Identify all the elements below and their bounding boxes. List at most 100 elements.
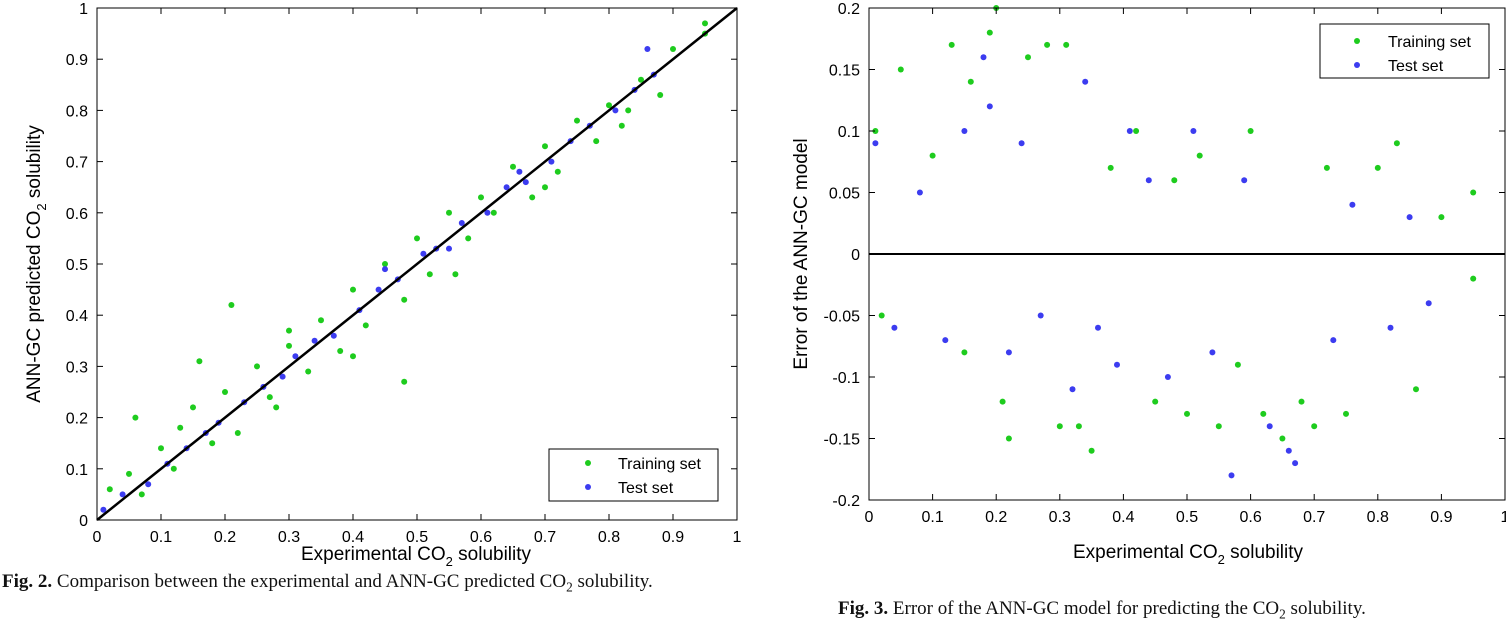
chart-1-training-point <box>132 414 139 421</box>
figure-3-caption-text: Error of the ANN-GC model for predicting… <box>892 598 1280 619</box>
chart-1-x-tick-label: 0.7 <box>534 529 556 546</box>
chart-2-training-point <box>1056 423 1063 430</box>
chart-1-test-point <box>484 209 491 216</box>
chart-1-x-tick-label: 0.4 <box>342 529 364 546</box>
chart-2-training-point <box>1133 128 1140 134</box>
chart-2-test-point <box>1285 447 1292 454</box>
chart-2-test-point <box>1228 472 1235 479</box>
chart-1-training-point <box>414 235 420 242</box>
chart-2-training-point <box>986 29 993 36</box>
chart-1-training-point <box>670 46 676 52</box>
chart-1-training-point <box>593 138 600 145</box>
chart-1-y-axis-label: ANN-GC predicted CO2 solubility <box>24 125 49 403</box>
chart-1-training-point <box>426 271 433 278</box>
chart-2-x-tick-label: 0.3 <box>1049 509 1071 526</box>
chart-1-training-point <box>362 322 369 329</box>
chart-2-training-point <box>1374 164 1381 171</box>
chart-2-training-point <box>999 398 1006 405</box>
chart-1-test-point <box>100 506 107 513</box>
chart-1-y-tick-label: 0.6 <box>66 206 88 223</box>
chart-1-training-point <box>625 107 632 114</box>
chart-1-training-point <box>126 470 132 477</box>
chart-1-y-tick-label: 0.5 <box>66 257 88 274</box>
chart-1-x-tick-label: 0.2 <box>214 529 236 546</box>
chart-2-test-point <box>1114 361 1120 368</box>
chart-2-test-point <box>1425 300 1432 307</box>
chart-1-test-point <box>311 337 318 344</box>
chart-2-training-point <box>872 128 879 134</box>
chart-2-x-tick-label: 0.2 <box>985 509 1007 526</box>
chart-1-x-ticks: 0 0.1 0.2 0.3 0.4 0.5 0.6 0.7 0.8 0.9 1 <box>93 8 742 546</box>
chart-1-training-point <box>446 209 452 216</box>
chart-1-test-point <box>548 158 555 165</box>
chart-1-training-point <box>337 348 344 354</box>
chart-1-training-point <box>286 327 292 334</box>
chart-2-training-point <box>1215 423 1222 430</box>
chart-1-training-point <box>273 404 280 411</box>
chart-1-training-point <box>305 368 312 375</box>
chart-2-training-point <box>1413 386 1419 393</box>
chart-1-training-point <box>510 163 516 170</box>
chart-2-training-point <box>929 152 936 159</box>
chart-2-y-tick-label: -0.05 <box>824 309 861 326</box>
chart-2-legend-test-marker <box>1354 62 1360 68</box>
chart-1-training-point <box>170 465 177 472</box>
chart-1-legend-training-label: Training set <box>618 456 702 473</box>
chart-2-legend-test-label: Test set <box>1388 58 1444 75</box>
chart-1-training-point <box>254 363 260 370</box>
chart-2-test-point <box>1095 324 1101 331</box>
chart-2-training-point <box>1107 164 1114 171</box>
chart-1-y-tick-label: 0.4 <box>66 308 88 325</box>
chart-1-training-point <box>574 117 580 124</box>
chart-1-x-tick-label: 0.6 <box>470 529 492 546</box>
figure-3-caption-tail: solubility. <box>1285 598 1366 619</box>
chart-2-x-tick-label: 0.8 <box>1367 509 1389 526</box>
chart-2-legend-box <box>1319 23 1490 79</box>
figure-3-caption: Fig. 3. Error of the ANN-GC model for pr… <box>838 598 1498 621</box>
chart-2-x-tick-label: 0.9 <box>1430 509 1452 526</box>
chart-1-training-point <box>286 342 292 349</box>
chart-1-test-point <box>516 168 523 175</box>
chart-1-legend: Training set Test set <box>548 448 719 502</box>
chart-1-y-tick-label: 0.2 <box>66 411 88 428</box>
chart-1-training-point <box>465 235 472 242</box>
chart-1-test-point <box>644 46 651 52</box>
chart-2-x-tick-label: 0 <box>865 509 874 526</box>
chart-2-x-tick-label: 0.4 <box>1112 509 1134 526</box>
figure-2-caption: Fig. 2. Comparison between the experimen… <box>2 571 760 594</box>
chart-1-test-point <box>612 107 619 114</box>
figure-2-caption-tail: solubility. <box>572 571 653 592</box>
chart-2-training-point <box>1184 410 1190 417</box>
chart-2-test-point <box>1037 312 1044 319</box>
chart-1-training-point <box>452 271 459 278</box>
chart-2-training-point <box>1279 435 1286 442</box>
chart-1-training-point <box>350 353 356 360</box>
chart-2-test-point <box>1387 324 1394 331</box>
chart-1-training-point <box>222 389 228 395</box>
chart-1-legend-training-marker <box>585 460 591 466</box>
chart-predicted-vs-experimental: 0 0.1 0.2 0.3 0.4 0.5 0.6 0.7 0.8 0.9 1 0 0.1 0.2 0.3… <box>24 1 742 569</box>
chart-1-y-tick-label: 0.8 <box>66 103 88 120</box>
figure-2-label: Fig. 2. <box>2 571 53 592</box>
chart-2-test-point <box>1069 386 1076 393</box>
chart-2-training-point <box>1025 54 1031 61</box>
chart-2-training-point <box>1393 140 1400 147</box>
chart-2-test-point <box>1145 177 1152 184</box>
chart-2-legend-training-marker <box>1354 38 1360 44</box>
chart-2-test-point <box>1164 374 1171 380</box>
chart-1-training-point <box>478 194 484 201</box>
chart-2-x-axis-label: Experimental CO2 solubility <box>1073 542 1304 567</box>
chart-2-training-point <box>1323 164 1330 171</box>
chart-1-training-point <box>401 378 408 385</box>
chart-2-y-axis-label: Error of the ANN-GC model <box>791 138 812 369</box>
chart-2-test-point <box>980 54 987 61</box>
chart-2-y-tick-label: -0.2 <box>832 493 860 510</box>
chart-1-training-point <box>234 430 241 436</box>
chart-1-training-point <box>606 102 612 109</box>
chart-1-points <box>100 20 708 513</box>
chart-1-test-point <box>145 481 152 488</box>
chart-1-training-point <box>618 122 625 129</box>
chart-2-training-point <box>1063 41 1070 48</box>
chart-1-y-tick-label: 0.3 <box>66 359 88 376</box>
